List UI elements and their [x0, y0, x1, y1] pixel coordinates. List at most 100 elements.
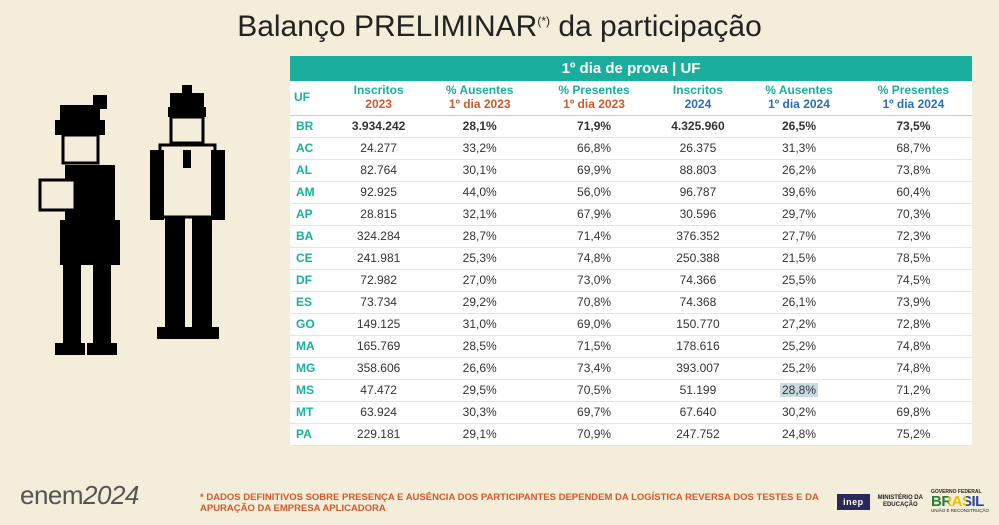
- table-row: AL82.76430,1%69,9%88.80326,2%73,8%: [290, 159, 972, 181]
- enem-logo-text: enem: [20, 480, 83, 510]
- table-cell: 74,8%: [855, 357, 972, 379]
- inep-logo: inep: [837, 494, 870, 510]
- table-cell: 39,6%: [743, 181, 855, 203]
- table-cell: 26.375: [653, 137, 744, 159]
- ministerio-l2: EDUCAÇÃO: [878, 502, 923, 509]
- participation-table: UFInscritos2023% Ausentes1º dia 2023% Pr…: [290, 81, 972, 446]
- table-cell: 24,8%: [743, 423, 855, 445]
- table-cell: 376.352: [653, 225, 744, 247]
- table-cell: 30,1%: [424, 159, 536, 181]
- table-cell: 358.606: [333, 357, 424, 379]
- table-cell: 71,2%: [855, 379, 972, 401]
- table-cell: 28,5%: [424, 335, 536, 357]
- table-cell: 74,8%: [855, 335, 972, 357]
- table-cell: AM: [290, 181, 333, 203]
- title-main: Balanço PRELIMINAR: [237, 10, 537, 43]
- table-cell: 71,9%: [535, 115, 652, 137]
- table-header-cell: UF: [290, 81, 333, 115]
- table-cell: 3.934.242: [333, 115, 424, 137]
- table-cell: 250.388: [653, 247, 744, 269]
- table-cell: 27,7%: [743, 225, 855, 247]
- table-cell: 28,7%: [424, 225, 536, 247]
- table-cell: 73,4%: [535, 357, 652, 379]
- table-cell: 82.764: [333, 159, 424, 181]
- table-cell: 96.787: [653, 181, 744, 203]
- table-row: MG358.60626,6%73,4%393.00725,2%74,8%: [290, 357, 972, 379]
- table-cell: 29,1%: [424, 423, 536, 445]
- title-sup: (*): [537, 14, 550, 28]
- table-cell: 26,2%: [743, 159, 855, 181]
- table-header-cell: % Presentes1º dia 2023: [535, 81, 652, 115]
- table-banner: 1º dia de prova | UF: [290, 56, 972, 81]
- table-cell: 247.752: [653, 423, 744, 445]
- table-cell: 29,7%: [743, 203, 855, 225]
- table-cell: 72,8%: [855, 313, 972, 335]
- table-cell: 324.284: [333, 225, 424, 247]
- enem-logo-year: 2024: [83, 480, 139, 510]
- brasil-logo: GOVERNO FEDERAL BRASIL UNIÃO E RECONSTRU…: [931, 490, 989, 513]
- table-header-cell: % Ausentes1º dia 2024: [743, 81, 855, 115]
- table-cell: MA: [290, 335, 333, 357]
- table-cell: 33,2%: [424, 137, 536, 159]
- table-cell: 73,0%: [535, 269, 652, 291]
- table-cell: 21,5%: [743, 247, 855, 269]
- table-cell: MG: [290, 357, 333, 379]
- table-cell: 241.981: [333, 247, 424, 269]
- table-cell: AL: [290, 159, 333, 181]
- table-cell: 24.277: [333, 137, 424, 159]
- table-cell: 73,5%: [855, 115, 972, 137]
- table-row: MS47.47229,5%70,5%51.19928,8%71,2%: [290, 379, 972, 401]
- table-cell: 75,2%: [855, 423, 972, 445]
- table-row: DF72.98227,0%73,0%74.36625,5%74,5%: [290, 269, 972, 291]
- table-cell: 30.596: [653, 203, 744, 225]
- table-cell: 4.325.960: [653, 115, 744, 137]
- table-cell: 31,3%: [743, 137, 855, 159]
- table-row: BR3.934.24228,1%71,9%4.325.96026,5%73,5%: [290, 115, 972, 137]
- table-row: CE241.98125,3%74,8%250.38821,5%78,5%: [290, 247, 972, 269]
- table-cell: 72,3%: [855, 225, 972, 247]
- table-header-cell: Inscritos2023: [333, 81, 424, 115]
- table-cell: 149.125: [333, 313, 424, 335]
- table-cell: 70,5%: [535, 379, 652, 401]
- table-cell: 26,6%: [424, 357, 536, 379]
- table-cell: 73.734: [333, 291, 424, 313]
- table-cell: AP: [290, 203, 333, 225]
- table-cell: 73,8%: [855, 159, 972, 181]
- table-cell: 78,5%: [855, 247, 972, 269]
- table-row: MA165.76928,5%71,5%178.61625,2%74,8%: [290, 335, 972, 357]
- table-cell: 71,5%: [535, 335, 652, 357]
- table-row: ES73.73429,2%70,8%74.36826,1%73,9%: [290, 291, 972, 313]
- table-cell: 31,0%: [424, 313, 536, 335]
- table-cell: 74.366: [653, 269, 744, 291]
- table-cell: 26,5%: [743, 115, 855, 137]
- table-cell: 25,2%: [743, 357, 855, 379]
- table-cell: 28.815: [333, 203, 424, 225]
- brasil-logo-bot: UNIÃO E RECONSTRUÇÃO: [931, 509, 989, 513]
- table-cell: 150.770: [653, 313, 744, 335]
- ministerio-l1: MINISTÉRIO DA: [878, 495, 923, 502]
- table-cell: 74,8%: [535, 247, 652, 269]
- table-cell: ES: [290, 291, 333, 313]
- table-cell: 69,8%: [855, 401, 972, 423]
- table-cell: 60,4%: [855, 181, 972, 203]
- table-cell: MS: [290, 379, 333, 401]
- table-cell: 30,3%: [424, 401, 536, 423]
- table-cell: 29,5%: [424, 379, 536, 401]
- brasil-logo-text: BRASIL: [931, 493, 984, 510]
- table-header-cell: % Presentes1º dia 2024: [855, 81, 972, 115]
- table-cell: 63.924: [333, 401, 424, 423]
- table-cell: 70,9%: [535, 423, 652, 445]
- table-cell: DF: [290, 269, 333, 291]
- table-cell: 27,2%: [743, 313, 855, 335]
- table-cell: 92.925: [333, 181, 424, 203]
- table-cell: MT: [290, 401, 333, 423]
- table-cell: 28,8%: [743, 379, 855, 401]
- table-cell: 69,0%: [535, 313, 652, 335]
- table-cell: 70,8%: [535, 291, 652, 313]
- table-row: BA324.28428,7%71,4%376.35227,7%72,3%: [290, 225, 972, 247]
- table-cell: 68,7%: [855, 137, 972, 159]
- table-cell: 165.769: [333, 335, 424, 357]
- table-cell: 66,8%: [535, 137, 652, 159]
- table-cell: 67.640: [653, 401, 744, 423]
- title-rest: da participação: [550, 10, 762, 43]
